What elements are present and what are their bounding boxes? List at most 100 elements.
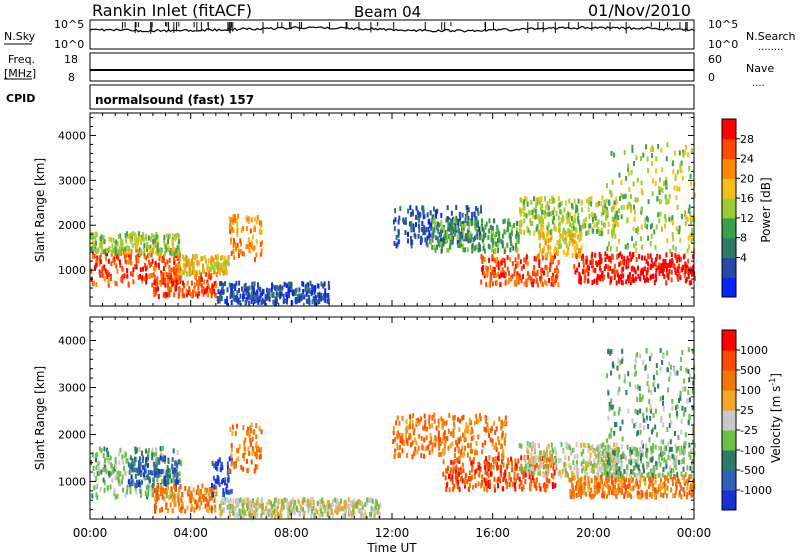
- data-cell: [679, 237, 682, 243]
- data-cell: [444, 230, 447, 236]
- data-cell: [282, 293, 285, 299]
- data-cell: [219, 281, 222, 287]
- data-cell: [577, 488, 580, 494]
- data-cell: [665, 483, 667, 489]
- data-cell: [254, 227, 256, 233]
- data-cell: [631, 144, 634, 150]
- data-cell: [254, 451, 256, 457]
- data-cell: [252, 498, 255, 504]
- data-cell: [206, 286, 209, 291]
- data-cell: [420, 435, 423, 441]
- data-cell: [544, 196, 547, 202]
- data-cell: [178, 486, 181, 492]
- data-cell: [163, 234, 166, 240]
- data-cell: [588, 265, 590, 271]
- data-cell: [666, 475, 669, 481]
- data-cell: [98, 261, 101, 267]
- data-cell: [108, 459, 110, 465]
- data-cell: [461, 445, 464, 451]
- data-cell: [105, 454, 108, 460]
- data-cell: [504, 440, 507, 446]
- data-cell: [477, 210, 480, 216]
- data-cell: [582, 442, 585, 448]
- data-cell: [597, 219, 600, 225]
- data-cell: [465, 422, 468, 428]
- data-cell: [314, 295, 317, 301]
- data-cell: [441, 438, 444, 444]
- data-cell: [638, 254, 641, 259]
- data-cell: [428, 230, 431, 236]
- data-cell: [319, 499, 322, 505]
- data-cell: [602, 459, 605, 465]
- data-cell: [414, 233, 417, 239]
- data-cell: [484, 465, 487, 470]
- data-cell: [257, 300, 260, 305]
- data-cell: [495, 426, 498, 432]
- data-cell: [281, 499, 284, 504]
- data-cell: [230, 460, 233, 466]
- data-cell: [533, 264, 536, 270]
- data-cell: [565, 251, 568, 257]
- data-cell: [324, 507, 326, 512]
- data-cell: [502, 486, 505, 492]
- data-cell: [267, 292, 270, 298]
- data-cell: [275, 290, 278, 296]
- data-cell: [534, 208, 537, 214]
- data-cell: [688, 280, 691, 286]
- data-cell: [516, 271, 519, 277]
- data-cell: [506, 457, 509, 463]
- data-cell: [491, 253, 494, 259]
- data-cell: [641, 451, 644, 457]
- data-cell: [549, 461, 552, 467]
- data-cell: [95, 260, 98, 266]
- data-cell: [679, 459, 681, 465]
- data-cell: [514, 461, 517, 467]
- data-cell: [493, 484, 496, 490]
- data-cell: [656, 196, 659, 201]
- data-cell: [455, 457, 458, 463]
- data-cell: [148, 259, 151, 265]
- data-cell: [211, 482, 213, 488]
- data-cell: [655, 156, 658, 162]
- data-cell: [392, 430, 395, 436]
- data-cell: [171, 282, 173, 288]
- data-cell: [655, 267, 658, 273]
- data-cell: [206, 498, 209, 504]
- data-cell: [167, 234, 170, 240]
- data-cell: [305, 287, 308, 293]
- data-cell: [233, 461, 236, 467]
- data-cell: [173, 502, 176, 508]
- data-cell: [558, 238, 561, 244]
- data-cell: [126, 268, 129, 274]
- data-cell: [454, 226, 457, 232]
- data-cell: [246, 467, 249, 473]
- data-cell: [422, 214, 425, 220]
- data-cell: [580, 279, 582, 285]
- data-cell: [499, 282, 502, 288]
- data-cell: [460, 452, 462, 458]
- data-cell: [286, 503, 289, 509]
- data-cell: [269, 511, 272, 517]
- data-cell: [636, 457, 639, 463]
- data-cell: [194, 291, 197, 297]
- data-cell: [253, 503, 256, 509]
- data-cell: [393, 226, 396, 232]
- data-cell: [410, 223, 413, 229]
- data-cell: [202, 263, 204, 269]
- data-cell: [311, 497, 314, 503]
- data-cell: [657, 212, 660, 218]
- data-cell: [230, 442, 233, 448]
- data-cell: [566, 472, 569, 478]
- data-cell: [266, 508, 269, 514]
- data-cell: [135, 259, 138, 265]
- data-cell: [581, 269, 584, 274]
- data-cell: [637, 465, 640, 470]
- data-cell: [122, 487, 125, 493]
- data-cell: [423, 229, 426, 235]
- data-cell: [244, 450, 247, 455]
- data-cell: [98, 471, 100, 477]
- data-cell: [181, 492, 184, 497]
- data-cell: [662, 266, 665, 272]
- data-cell: [649, 241, 652, 247]
